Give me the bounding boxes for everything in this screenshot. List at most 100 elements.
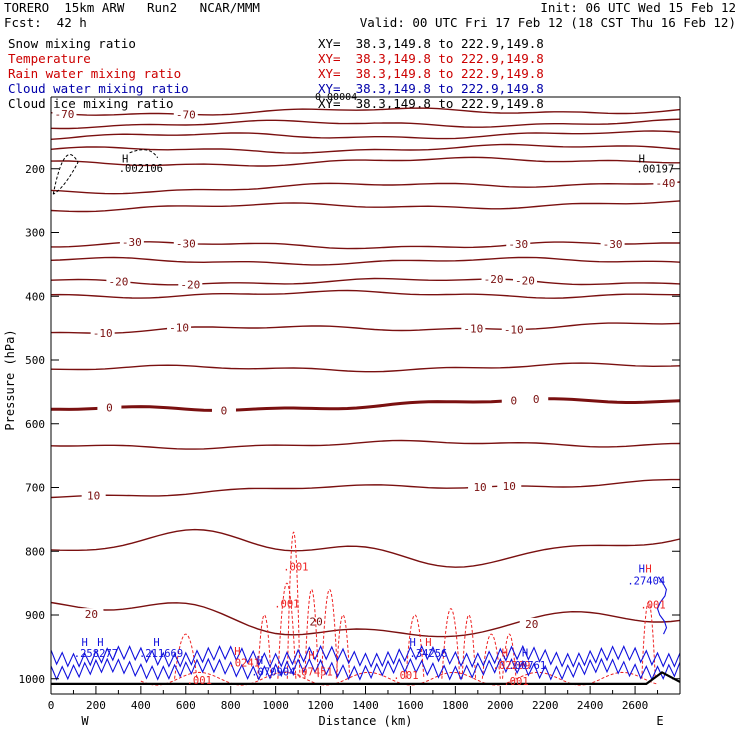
- isotherm-label-10: 10: [87, 489, 100, 502]
- point-label-cloudwater: .258277: [74, 648, 118, 660]
- x-axis-title: Distance (km): [319, 714, 413, 728]
- isotherm--35: [50, 200, 681, 213]
- isotherm-label-bg: [211, 404, 236, 417]
- cloudwater-contour: [50, 644, 681, 668]
- cloudwater-contour-east: [656, 576, 668, 635]
- x-tick-label: 2400: [577, 699, 604, 712]
- point-label-rain: .0241: [228, 658, 260, 670]
- point-label-rain: H: [645, 563, 651, 575]
- isotherm--70: [50, 107, 681, 116]
- isotherm-label-bg: [600, 237, 625, 250]
- x-tick-label: 800: [221, 699, 241, 712]
- isotherm-label--10: -10: [463, 322, 483, 335]
- isotherm-20: [50, 601, 681, 638]
- x-tick-label: 2600: [622, 699, 649, 712]
- isotherm-label-0: 0: [221, 404, 228, 417]
- y-tick-label: 1000: [19, 673, 46, 686]
- x-tick-label: 1600: [397, 699, 424, 712]
- point-label-snow: H: [122, 153, 128, 165]
- snow-contour-west: [52, 154, 79, 195]
- snow-contours: [52, 149, 159, 195]
- isotherm-0: [50, 397, 681, 413]
- isotherm-label-10: 10: [473, 481, 486, 494]
- legend-snow: Snow mixing ratio: [8, 36, 136, 51]
- isotherm-label-bg: [52, 107, 77, 120]
- point-label-snow: H: [639, 153, 645, 165]
- isotherm-label--30: -30: [508, 238, 528, 251]
- point-label-rain: H: [308, 650, 314, 662]
- x-tick-label: 1400: [352, 699, 379, 712]
- model-title: TORERO 15km ARW Run2 NCAR/MMM: [4, 0, 260, 15]
- terrain: [51, 671, 681, 685]
- isotherm-label--10: -10: [93, 327, 113, 340]
- isotherm-label--10: -10: [169, 322, 189, 335]
- isotherm-label--20: -20: [108, 275, 128, 288]
- isotherm-label-bg: [90, 327, 115, 340]
- isotherm-label-20: 20: [85, 608, 98, 621]
- init-time: Init: 06 UTC Wed 15 Feb 12: [540, 0, 736, 15]
- isotherm-label-bg: [81, 489, 106, 502]
- point-label-rain: .001: [503, 676, 528, 688]
- isotherm-label-0: 0: [510, 394, 517, 407]
- axes: 0 200 400 600 800 1000 1200 1400 1600 1800 2000 220…: [3, 96, 681, 728]
- isotherm-label--20: -20: [484, 273, 504, 286]
- snow-contour: [129, 149, 159, 159]
- isotherm--20: [50, 277, 681, 286]
- point-label-cloudwater: H: [410, 637, 416, 649]
- point-label-snow: .00197: [636, 164, 674, 176]
- x-tick-label: 1000: [262, 699, 289, 712]
- point-label-cloudwater: .070904: [251, 667, 295, 679]
- y-tick-label: 300: [25, 227, 45, 240]
- y-tick-label: 400: [25, 290, 45, 303]
- isotherm-label-0: 0: [533, 393, 540, 406]
- isotherm--45: [50, 156, 680, 167]
- point-label-cloudwater: H: [257, 655, 263, 667]
- point-label-cloudwater: H: [82, 637, 88, 649]
- point-label-cloudwater: .211669: [139, 648, 183, 660]
- isotherm-label-bg: [653, 177, 678, 190]
- isotherm-label-bg: [79, 608, 104, 621]
- y-tick-label: 900: [25, 609, 45, 622]
- isotherm-15: [50, 528, 681, 568]
- isotherm-label-bg: [461, 322, 486, 335]
- isotherm-5: [50, 439, 681, 450]
- rain-contour: [335, 614, 351, 679]
- isotherm--50: [50, 143, 681, 154]
- point-label-rain: .001: [187, 675, 212, 687]
- isotherm-label-10: 10: [503, 480, 516, 493]
- isotherm-label--30: -30: [122, 236, 142, 249]
- isotherm--10: [50, 322, 681, 334]
- x-tick-label: 600: [176, 699, 196, 712]
- isotherm--60: [50, 118, 681, 130]
- isotherm-label-bg: [506, 238, 531, 251]
- isotherm-label-bg: [524, 393, 549, 406]
- terrain-line: [51, 671, 681, 685]
- rain-contour: [441, 608, 461, 679]
- cloudwater-contour: [50, 657, 681, 681]
- point-label-rain: .07451: [295, 667, 333, 679]
- isotherm--25: [50, 256, 681, 266]
- y-axis-title: Pressure (hPa): [3, 329, 17, 430]
- point-label-snow: .002106: [119, 163, 163, 175]
- isotherm-label--40: -40: [655, 177, 675, 190]
- isotherm-label-bg: [173, 237, 198, 250]
- point-label-cloudwater: .34256: [409, 648, 447, 660]
- isotherm-label-bg: [519, 617, 544, 630]
- y-tick-label: 500: [25, 354, 45, 367]
- y-tick-label: 700: [25, 482, 45, 495]
- point-label-cloudwater: .00761: [508, 660, 546, 672]
- rain-contour: [257, 614, 272, 679]
- east-label: E: [656, 714, 663, 728]
- isotherm-label-bg: [481, 273, 506, 286]
- point-label-cloudwater: H: [97, 637, 103, 649]
- isotherm-label-bg: [106, 275, 131, 288]
- point-label-rain: H: [234, 646, 240, 658]
- point-label-rain: H: [425, 637, 431, 649]
- isotherm-label-bg: [119, 236, 144, 249]
- legend-rain: Rain water mixing ratio: [8, 66, 182, 81]
- xs-line-cloudwater: XY= 38.3,149.8 to 222.9,149.8: [318, 81, 544, 96]
- isotherm-label-bg: [178, 278, 203, 291]
- isotherm-label-bg: [173, 108, 198, 121]
- rain-contour: [286, 531, 301, 679]
